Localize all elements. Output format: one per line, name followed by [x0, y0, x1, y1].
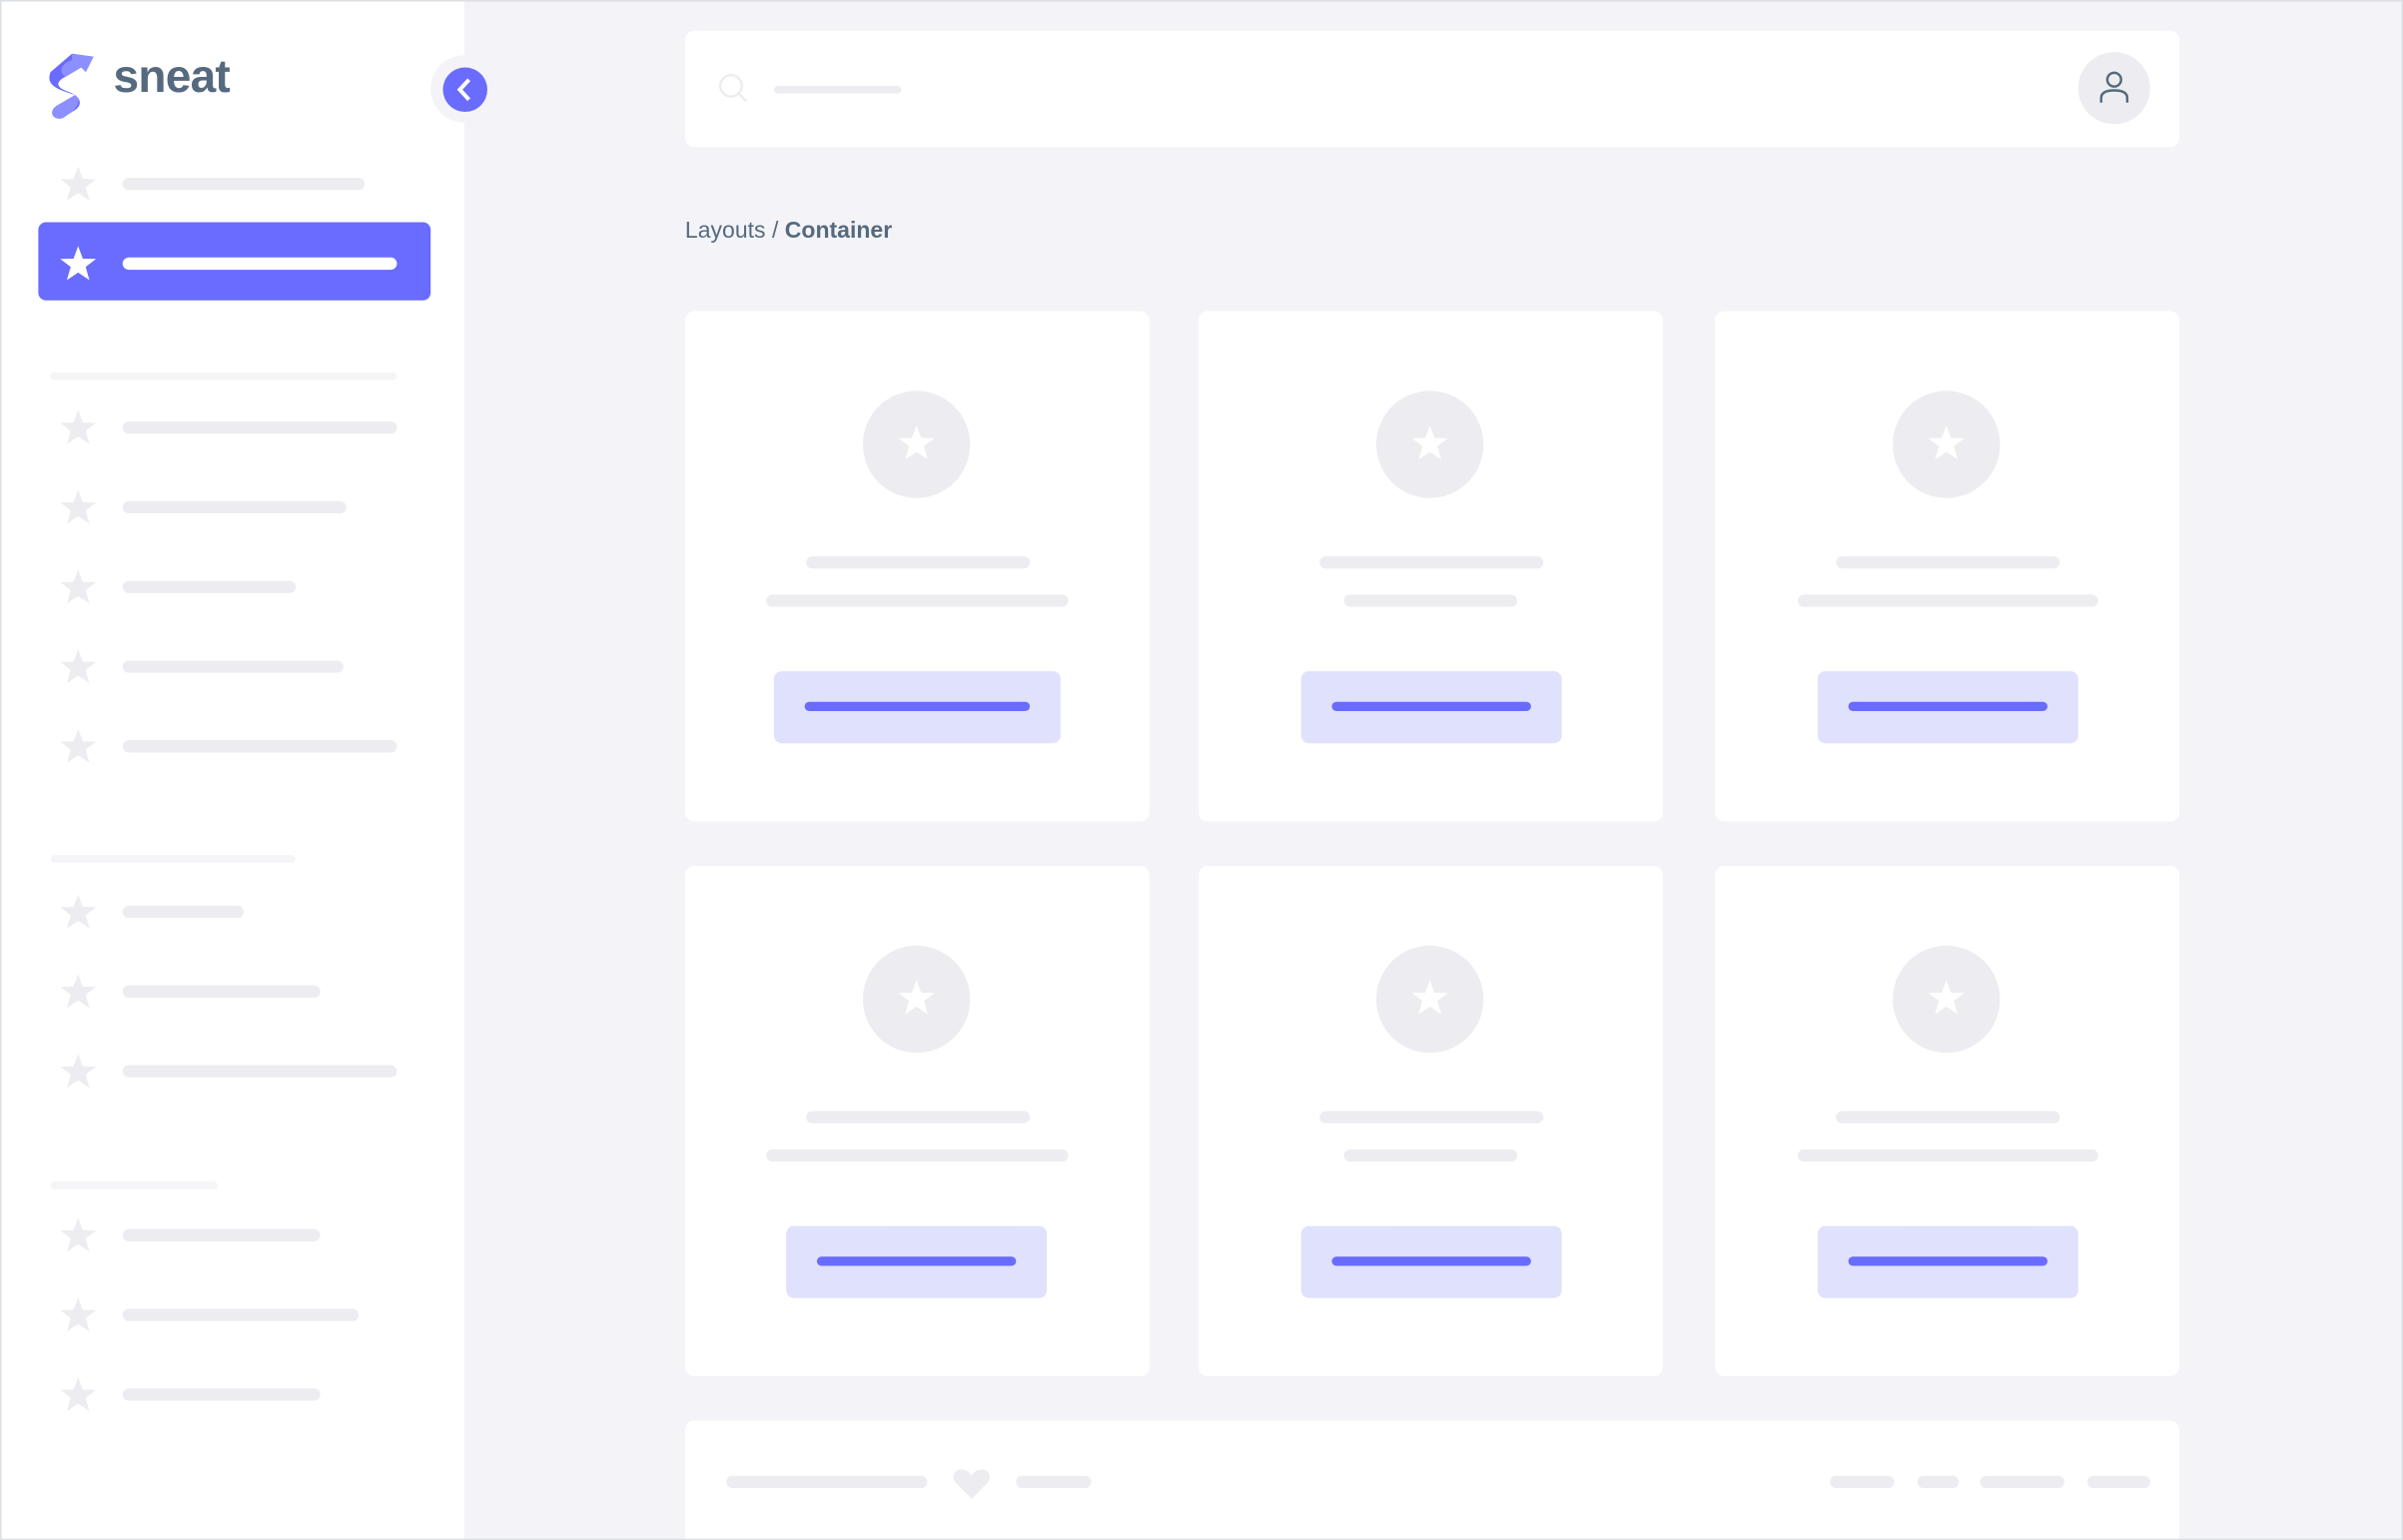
card-title [806, 1111, 1031, 1124]
card-button[interactable] [1300, 671, 1562, 744]
card-button[interactable] [1817, 1225, 2078, 1298]
search-input[interactable] [773, 85, 902, 94]
card-title [806, 556, 1031, 569]
card-button-label [1331, 701, 1531, 712]
card-button-label [816, 1256, 1017, 1266]
star-icon [1410, 978, 1450, 1018]
heart-icon [952, 1467, 992, 1508]
card-icon-circle [1375, 390, 1484, 498]
footer-link[interactable] [1917, 1475, 1960, 1488]
breadcrumb-current: Container [784, 217, 893, 244]
sidebar-item-label [122, 580, 297, 593]
star-icon [1927, 978, 1967, 1018]
card-icon-circle [1893, 390, 2001, 498]
card-text [766, 594, 1069, 607]
card [1715, 865, 2180, 1376]
sidebar-section-header [50, 372, 398, 381]
card-button[interactable] [1817, 671, 2078, 744]
card-button-label [1848, 701, 2048, 712]
star-icon [58, 244, 98, 284]
sidebar: sneat [1, 1, 464, 1539]
star-icon [58, 164, 98, 204]
card [1198, 311, 1663, 822]
footer-link[interactable] [1016, 1475, 1092, 1488]
sidebar-item-label [122, 1308, 360, 1321]
chevron-left-icon [456, 78, 471, 102]
sidebar-collapse-button[interactable] [442, 67, 487, 113]
sidebar-item-label [122, 985, 321, 998]
card-title [1319, 1111, 1544, 1124]
card-button-label [1848, 1256, 2048, 1266]
card [1715, 311, 2180, 822]
star-icon [58, 1295, 98, 1335]
sidebar-item-label [122, 500, 347, 514]
star-icon [58, 407, 98, 447]
star-icon [58, 892, 98, 932]
card [684, 865, 1150, 1376]
card-text [1343, 1149, 1518, 1162]
star-icon [1410, 423, 1450, 463]
card-title [1319, 556, 1544, 569]
footer-link[interactable] [1830, 1475, 1895, 1488]
star-icon [58, 972, 98, 1012]
star-icon [897, 978, 937, 1018]
star-icon [58, 726, 98, 766]
sidebar-section-header [50, 1181, 218, 1189]
sidebar-item-label [122, 257, 398, 271]
card-icon-circle [1893, 945, 2001, 1054]
sidebar-item-label [122, 1228, 321, 1241]
card-button[interactable] [773, 671, 1061, 744]
star-icon [58, 567, 98, 607]
card-button[interactable] [1300, 1225, 1562, 1298]
card-text [1343, 594, 1518, 607]
breadcrumb-parent[interactable]: Layouts [684, 217, 766, 244]
card-text [1797, 594, 2098, 607]
sidebar-item-label [122, 1388, 321, 1401]
sidebar-item-label [122, 1065, 398, 1078]
avatar[interactable] [2077, 52, 2150, 125]
sidebar-section-header [50, 855, 297, 863]
card [684, 311, 1150, 822]
star-icon [58, 1052, 98, 1092]
card-icon-circle [862, 390, 971, 498]
breadcrumb-separator: / [765, 217, 785, 244]
star-icon [58, 647, 98, 687]
star-icon [58, 1215, 98, 1255]
card [1198, 865, 1663, 1376]
footer-text [726, 1475, 928, 1488]
card-icon-circle [1375, 945, 1484, 1054]
logo-text: sneat [113, 52, 231, 103]
navbar [684, 30, 2180, 148]
breadcrumb: Layouts / Container [685, 218, 892, 244]
star-icon [897, 423, 937, 463]
sidebar-item-label [122, 740, 398, 753]
sidebar-item-label [122, 178, 366, 191]
card-text [1797, 1149, 2098, 1162]
footer-link[interactable] [2086, 1475, 2150, 1488]
star-icon [58, 487, 98, 527]
card-text [766, 1149, 1069, 1162]
logo-icon [45, 48, 103, 122]
footer [684, 1420, 2180, 1539]
search-icon[interactable] [718, 73, 750, 112]
card-icon-circle [862, 945, 971, 1054]
card-title [1836, 1111, 2060, 1124]
star-icon [1927, 423, 1967, 463]
user-icon [2099, 71, 2129, 103]
sidebar-item-label [122, 660, 344, 673]
sidebar-item-label [122, 905, 244, 919]
footer-link[interactable] [1980, 1475, 2064, 1488]
star-icon [58, 1374, 98, 1414]
card-title [1836, 556, 2060, 569]
card-button-label [1331, 1256, 1531, 1266]
sidebar-item-label [122, 420, 398, 434]
card-button[interactable] [786, 1225, 1048, 1298]
card-button-label [804, 701, 1031, 712]
